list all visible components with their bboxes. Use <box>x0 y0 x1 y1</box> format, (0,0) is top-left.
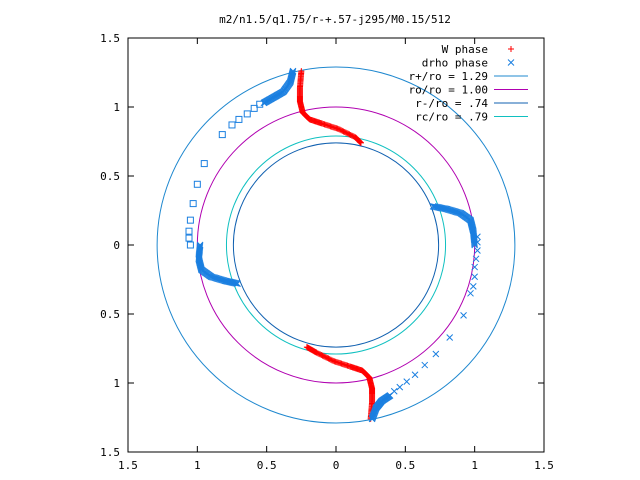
drho-phase-point <box>472 255 480 263</box>
drho-square-point <box>200 160 208 168</box>
drho-square-point <box>186 216 194 224</box>
legend-label: ro/ro = 1.00 <box>409 84 488 97</box>
drho-phase-point <box>507 59 515 66</box>
y-tick-label: 0.5 <box>100 170 120 183</box>
x-tick-label: 1 <box>194 459 201 472</box>
drho-phase-point <box>411 371 419 379</box>
drho-phase-point <box>403 378 411 385</box>
y-tick-label: 1 <box>113 377 120 390</box>
drho-square-point <box>193 180 201 188</box>
drho-square-point <box>218 131 226 139</box>
drho-phase-point <box>474 233 481 241</box>
drho-phase-point <box>234 280 241 287</box>
drho-phase-point <box>460 312 467 319</box>
legend-label: r+/ro = 1.29 <box>409 70 488 83</box>
x-tick-label: 0 <box>333 459 340 472</box>
w-phase-point <box>508 46 514 52</box>
radius-circle <box>232 142 440 348</box>
x-tick-label: 0.5 <box>395 459 415 472</box>
drho-phase-point <box>421 361 429 369</box>
w-phase-point <box>357 139 364 146</box>
w-phase-point <box>303 344 310 351</box>
drho-square-point <box>243 110 251 118</box>
drho-phase-point <box>471 273 479 281</box>
drho-square-point <box>185 234 193 242</box>
drho-phase-point <box>232 279 239 287</box>
drho-square-point <box>185 227 193 235</box>
legend-label: drho phase <box>422 57 488 70</box>
y-tick-label: 0 <box>113 239 120 252</box>
y-tick-label: 0.5 <box>100 308 120 321</box>
drho-phase-point <box>432 350 440 358</box>
radius-circle <box>196 106 476 384</box>
radius-circle <box>225 135 447 355</box>
drho-phase-point <box>471 263 479 271</box>
y-tick-label: 1 <box>113 101 120 114</box>
x-tick-label: 0.5 <box>257 459 277 472</box>
drho-phase-point <box>474 247 481 254</box>
legend-label: W phase <box>442 43 488 56</box>
drho-square-point <box>189 200 197 208</box>
drho-square-point <box>235 115 243 123</box>
drho-phase-point <box>390 387 398 395</box>
drho-phase-point <box>469 283 477 290</box>
drho-square-point <box>256 100 264 108</box>
x-tick-label: 1.5 <box>534 459 554 472</box>
x-tick-label: 1 <box>471 459 478 472</box>
radius-circle <box>156 66 516 424</box>
drho-phase-point <box>233 280 240 287</box>
drho-phase-point <box>446 334 454 341</box>
drho-phase-point <box>474 238 481 246</box>
y-tick-label: 1.5 <box>100 446 120 459</box>
drho-square-point <box>250 104 258 112</box>
drho-square-point <box>228 121 236 129</box>
drho-phase-point <box>396 383 404 391</box>
drho-phase-point <box>467 289 474 297</box>
legend-label: r-/ro = .74 <box>415 97 488 110</box>
drho-square-point <box>186 241 194 249</box>
y-tick-label: 1.5 <box>100 32 120 45</box>
x-tick-label: 1.5 <box>118 459 138 472</box>
chart-title: m2/n1.5/q1.75/r-+.57-j295/M0.15/512 <box>219 13 451 26</box>
legend-label: rc/ro = .79 <box>415 111 488 124</box>
